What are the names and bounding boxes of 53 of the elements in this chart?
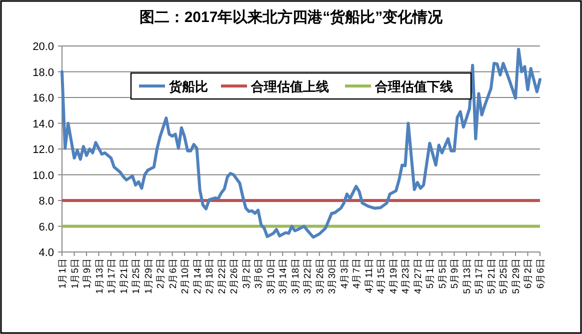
- x-tick-label: 2月6日: [168, 258, 179, 289]
- x-tick-label: 1月1日: [58, 258, 68, 289]
- x-tick-label: 5月17日: [474, 258, 486, 294]
- x-tick-label: 3月26日: [314, 258, 326, 294]
- x-tick-label: 5月1日: [425, 258, 436, 289]
- x-tick-label: 1月29日: [143, 258, 154, 294]
- x-tick-label: 4月7日: [352, 258, 363, 289]
- y-tick-label: 18.0: [32, 66, 54, 79]
- y-tick-label: 10.0: [32, 170, 54, 182]
- x-tick-label: 3月14日: [278, 258, 290, 294]
- x-tick-label: 2月22日: [216, 258, 228, 294]
- y-tick-label: 6.0: [38, 221, 54, 234]
- x-tick-label: 2月10日: [180, 258, 192, 294]
- x-tick-label: 5月13日: [462, 258, 473, 294]
- x-tick-label: 4月3日: [339, 258, 350, 289]
- legend-label: 合理估值上线: [250, 79, 329, 94]
- x-tick-label: 4月23日: [400, 258, 412, 294]
- x-tick-label: 1月9日: [82, 258, 94, 289]
- x-tick-label: 3月2日: [241, 258, 252, 289]
- y-tick-label: 20.0: [32, 41, 54, 53]
- x-tick-label: 5月25日: [498, 258, 510, 294]
- x-tick-label: 1月5日: [70, 258, 81, 289]
- y-tick-label: 14.0: [32, 118, 54, 130]
- x-tick-label: 3月10日: [266, 258, 277, 294]
- y-tick-label: 12.0: [32, 144, 54, 156]
- x-tick-label: 5月9日: [450, 258, 461, 289]
- x-tick-label: 4月19日: [388, 258, 400, 294]
- y-tick-label: 8.0: [38, 196, 54, 208]
- x-tick-label: 5月29日: [510, 258, 522, 294]
- x-tick-label: 3月6日: [254, 258, 265, 289]
- x-tick-label: 2月2日: [156, 258, 167, 289]
- x-tick-label: 3月30日: [327, 258, 338, 294]
- x-tick-label: 1月25日: [131, 258, 142, 294]
- legend-label: 货船比: [168, 79, 208, 94]
- legend-label: 合理估值下线: [374, 79, 453, 94]
- x-tick-label: 2月14日: [192, 258, 204, 294]
- x-tick-label: 4月11日: [364, 258, 375, 294]
- x-tick-label: 1月17日: [106, 258, 118, 294]
- x-tick-label: 1月13日: [94, 258, 106, 294]
- x-tick-label: 6月2日: [523, 258, 534, 289]
- x-tick-label: 4月15日: [376, 258, 388, 294]
- x-tick-label: 2月18日: [204, 258, 216, 294]
- x-tick-label: 1月21日: [118, 258, 130, 294]
- y-tick-label: 16.0: [32, 92, 54, 104]
- x-tick-label: 5月5日: [437, 258, 448, 289]
- x-tick-label: 2月26日: [229, 258, 240, 294]
- chart-title: 图二：2017年以来北方四港“货船比”变化情况: [139, 8, 444, 26]
- x-tick-label: 4月27日: [412, 258, 424, 294]
- x-tick-label: 3月18日: [290, 258, 302, 294]
- x-tick-label: 5月21日: [486, 258, 498, 294]
- x-tick-label: 3月22日: [302, 258, 314, 294]
- x-tick-label: 6月6日: [536, 258, 546, 289]
- y-tick-label: 4.0: [38, 247, 54, 259]
